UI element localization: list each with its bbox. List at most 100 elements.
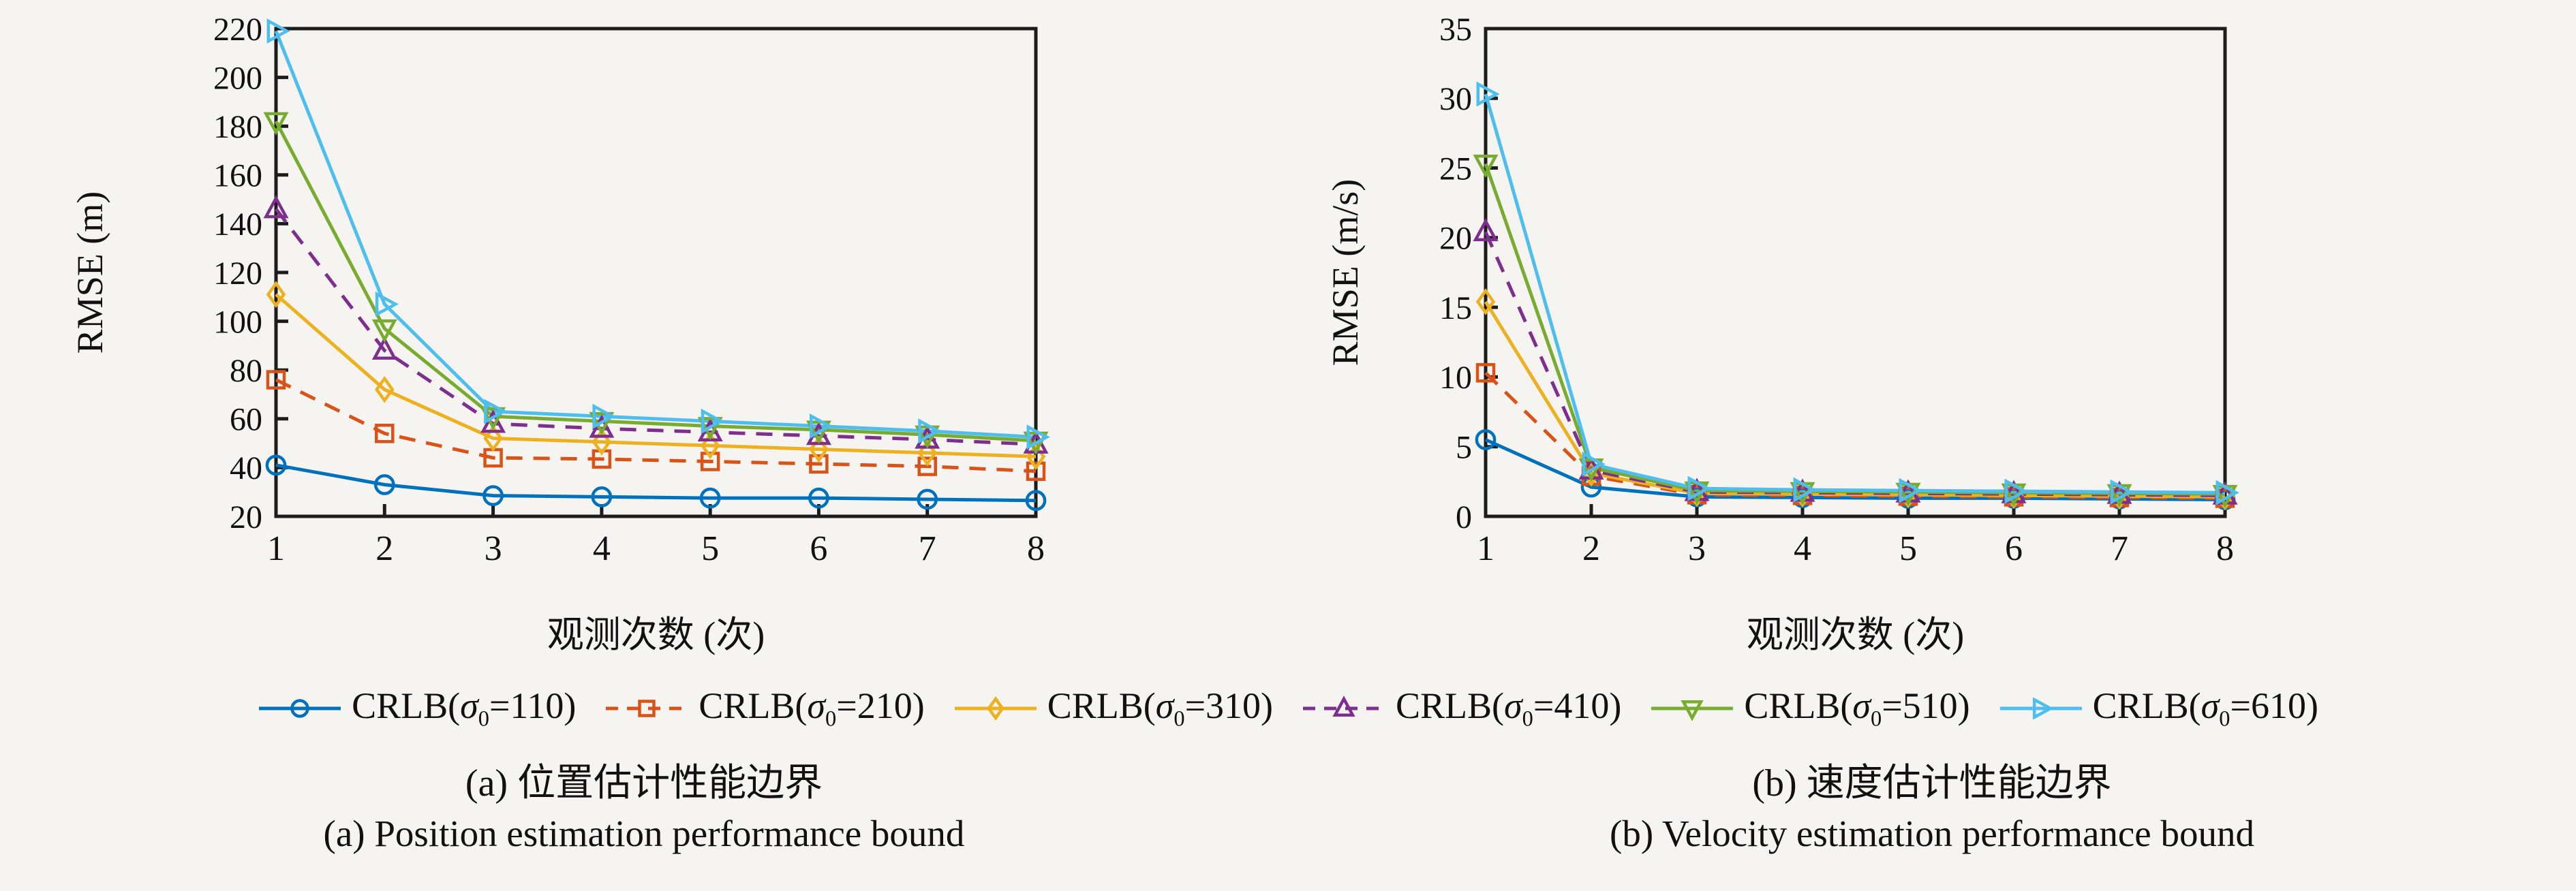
square-marker [809,454,829,474]
y-tick-label: 25 [1439,151,1472,187]
x-tick-label: 3 [1688,529,1706,568]
legend-swatch-triangle-down [1651,700,1734,721]
legend-item-crlb-110: CRLB(σ0=110) [258,687,576,730]
triangle-down-marker [1473,154,1499,178]
triangle-right-marker [2032,697,2054,720]
x-tick-label: 1 [267,529,285,568]
diamond-marker [700,432,720,460]
charts-row: 20 40 60 80 100 120 140 160 180 200 220 1 2 3 4 5 6 7 8 RMS… [0,0,2576,674]
caption-b-en: (b) Velocity estimation performance boun… [1610,812,2254,854]
triangle-right-marker [1026,424,1050,450]
triangle-up-marker [589,414,615,438]
square-marker [375,424,395,443]
triangle-down-marker [263,112,289,136]
y-tick-label: 5 [1456,430,1472,466]
sigma-symbol: σ [1852,685,1871,726]
plot-box [1484,27,2227,518]
triangle-right-marker [1476,81,1500,107]
legend-item-crlb-410: CRLB(σ0=410) [1302,687,1621,730]
y-tick-label: 120 [213,255,262,292]
legend-item-crlb-510: CRLB(σ0=510) [1650,685,1970,731]
circle-marker [482,485,504,506]
circle-marker [290,699,309,718]
y-tick-label: 220 [213,12,262,48]
x-tick-label: 7 [919,529,936,568]
sigma-symbol: σ [460,685,478,726]
chart-panel-velocity: 0 5 10 15 20 25 30 35 1 2 3 4 5 6 7 8 RMSE (m/s) 观测次数 (次) [1288,0,2576,674]
triangle-right-marker [809,413,833,439]
triangle-down-marker [915,425,940,449]
circle-marker [265,454,287,476]
caption-col-a: (a) 位置估计性能边界 (a) Position estimation per… [0,759,1288,859]
triangle-right-marker [918,418,942,444]
triangle-down-marker [697,417,723,441]
triangle-right-marker [266,18,290,44]
triangle-up-marker [480,409,506,433]
triangle-right-marker [2110,479,2134,505]
y-tick-label: 100 [213,304,262,340]
circle-marker [699,487,721,509]
triangle-right-marker [375,292,399,317]
y-tick-label: 20 [1439,221,1472,257]
diamond-marker [483,424,503,452]
triangle-right-marker [701,408,724,434]
square-marker [1026,461,1046,482]
velocity-rmse-chart: 0 5 10 15 20 25 30 35 1 2 3 4 5 6 7 8 RMSE (m/s) 观测次数 (次) [1325,12,2239,655]
x-tick-label: 6 [2005,529,2023,568]
triangle-right-marker [592,403,616,429]
x-tick-label: 8 [2216,529,2234,568]
circle-marker [373,474,395,495]
series-line-1 [275,378,1037,473]
y-axis-label: RMSE (m/s) [1325,179,1366,366]
x-tick-label: 1 [1477,529,1494,568]
diamond-marker [986,696,1005,721]
y-tick-label: 60 [230,402,262,438]
legend-label: CRLB(σ0=110) [352,685,577,731]
circle-marker [591,486,613,507]
caption-b-zh: (b) 速度估计性能边界 [1752,762,2112,804]
x-tick-label: 8 [1027,529,1045,568]
y-tick-label: 140 [213,206,262,243]
x-tick-label: 6 [810,529,827,568]
legend-swatch-triangle-right [1999,697,2082,720]
series-line-4 [274,120,1037,443]
legend-item-crlb-610: CRLB(σ0=610) [1999,687,2318,730]
y-tick-label: 35 [1439,12,1472,48]
diamond-marker [374,375,395,403]
triangle-up-marker [263,195,289,219]
series-line-4 [1484,163,2226,496]
y-tick-label: 180 [213,109,262,145]
legend-label: CRLB(σ0=510) [1744,685,1970,731]
x-tick-label: 7 [2111,529,2128,568]
y-tick-label: 10 [1439,360,1472,396]
y-tick-label: 20 [230,499,262,535]
sigma-symbol: σ [807,685,826,726]
y-tick-label: 160 [213,158,262,194]
x-tick-label: 2 [375,529,393,568]
series-line-5 [1484,93,2226,495]
chart-panel-position: 20 40 60 80 100 120 140 160 180 200 220 1 2 3 4 5 6 7 8 RMS… [0,0,1288,674]
legend-swatch-circle [259,699,341,718]
legend-label: CRLB(σ0=410) [1396,685,1622,731]
triangle-right-marker [2215,480,2239,505]
triangle-down-marker [589,411,615,436]
triangle-down-marker [371,319,397,343]
circle-marker [1025,490,1047,512]
captions-row: (a) 位置估计性能边界 (a) Position estimation per… [0,759,2576,859]
y-tick-label: 80 [230,353,262,389]
caption-a-en: (a) Position estimation performance boun… [323,812,965,854]
triangle-right-marker [1793,477,1817,503]
circle-marker [808,487,829,509]
x-tick-label: 3 [485,529,502,568]
legend-label: CRLB(σ0=210) [699,685,925,731]
triangle-up-marker [1332,695,1355,717]
x-axis-label: 观测次数 (次) [1747,614,1964,655]
x-axis-label: 观测次数 (次) [547,614,765,655]
legend-label: CRLB(σ0=610) [2092,685,2318,731]
diamond-marker [917,439,938,467]
triangle-down-marker [1681,700,1704,721]
position-rmse-chart: 20 40 60 80 100 120 140 160 180 200 220 1 2 3 4 5 6 7 8 RMS… [70,12,1050,655]
series-line-3 [275,208,1037,446]
triangle-down-marker [480,407,506,431]
